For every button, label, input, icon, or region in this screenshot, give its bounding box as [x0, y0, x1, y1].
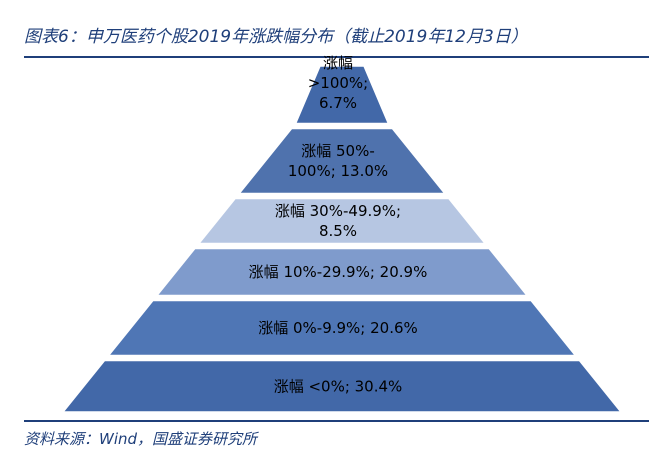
- tier-1-label-line-3: 6.7%: [319, 94, 357, 112]
- tier-2-label-line-2: 100%; 13.0%: [288, 162, 388, 180]
- tier-6-label-line-1: 涨幅 <0%; 30.4%: [274, 377, 403, 395]
- tier-1-label-line-1: 涨幅: [323, 54, 353, 72]
- pyramid-tier-2: [237, 127, 447, 195]
- bottom-rule: [24, 420, 649, 422]
- tier-5-label-line-1: 涨幅 0%-9.9%; 20.6%: [258, 319, 418, 337]
- pyramid-tier-4: [155, 247, 529, 297]
- pyramid-tier-1: [294, 65, 390, 125]
- pyramid-tier-5: [106, 299, 578, 357]
- figure-source: 资料来源：Wind，国盛证券研究所: [24, 430, 258, 448]
- pyramid-tier-3: [197, 197, 487, 245]
- tier-1-label-line-2: >100%;: [308, 74, 369, 92]
- figure-title: 图表6：申万医药个股2019年涨跌幅分布（截止2019年12月3日）: [24, 27, 528, 47]
- tier-2-label-line-1: 涨幅 50%-: [301, 142, 375, 160]
- tier-4-label-line-1: 涨幅 10%-29.9%; 20.9%: [249, 263, 428, 281]
- tier-3-label-line-1: 涨幅 30%-49.9%;: [275, 202, 401, 220]
- top-rule: [24, 56, 649, 58]
- pyramid-tier-6: [61, 359, 623, 413]
- tier-3-label-line-2: 8.5%: [319, 222, 357, 240]
